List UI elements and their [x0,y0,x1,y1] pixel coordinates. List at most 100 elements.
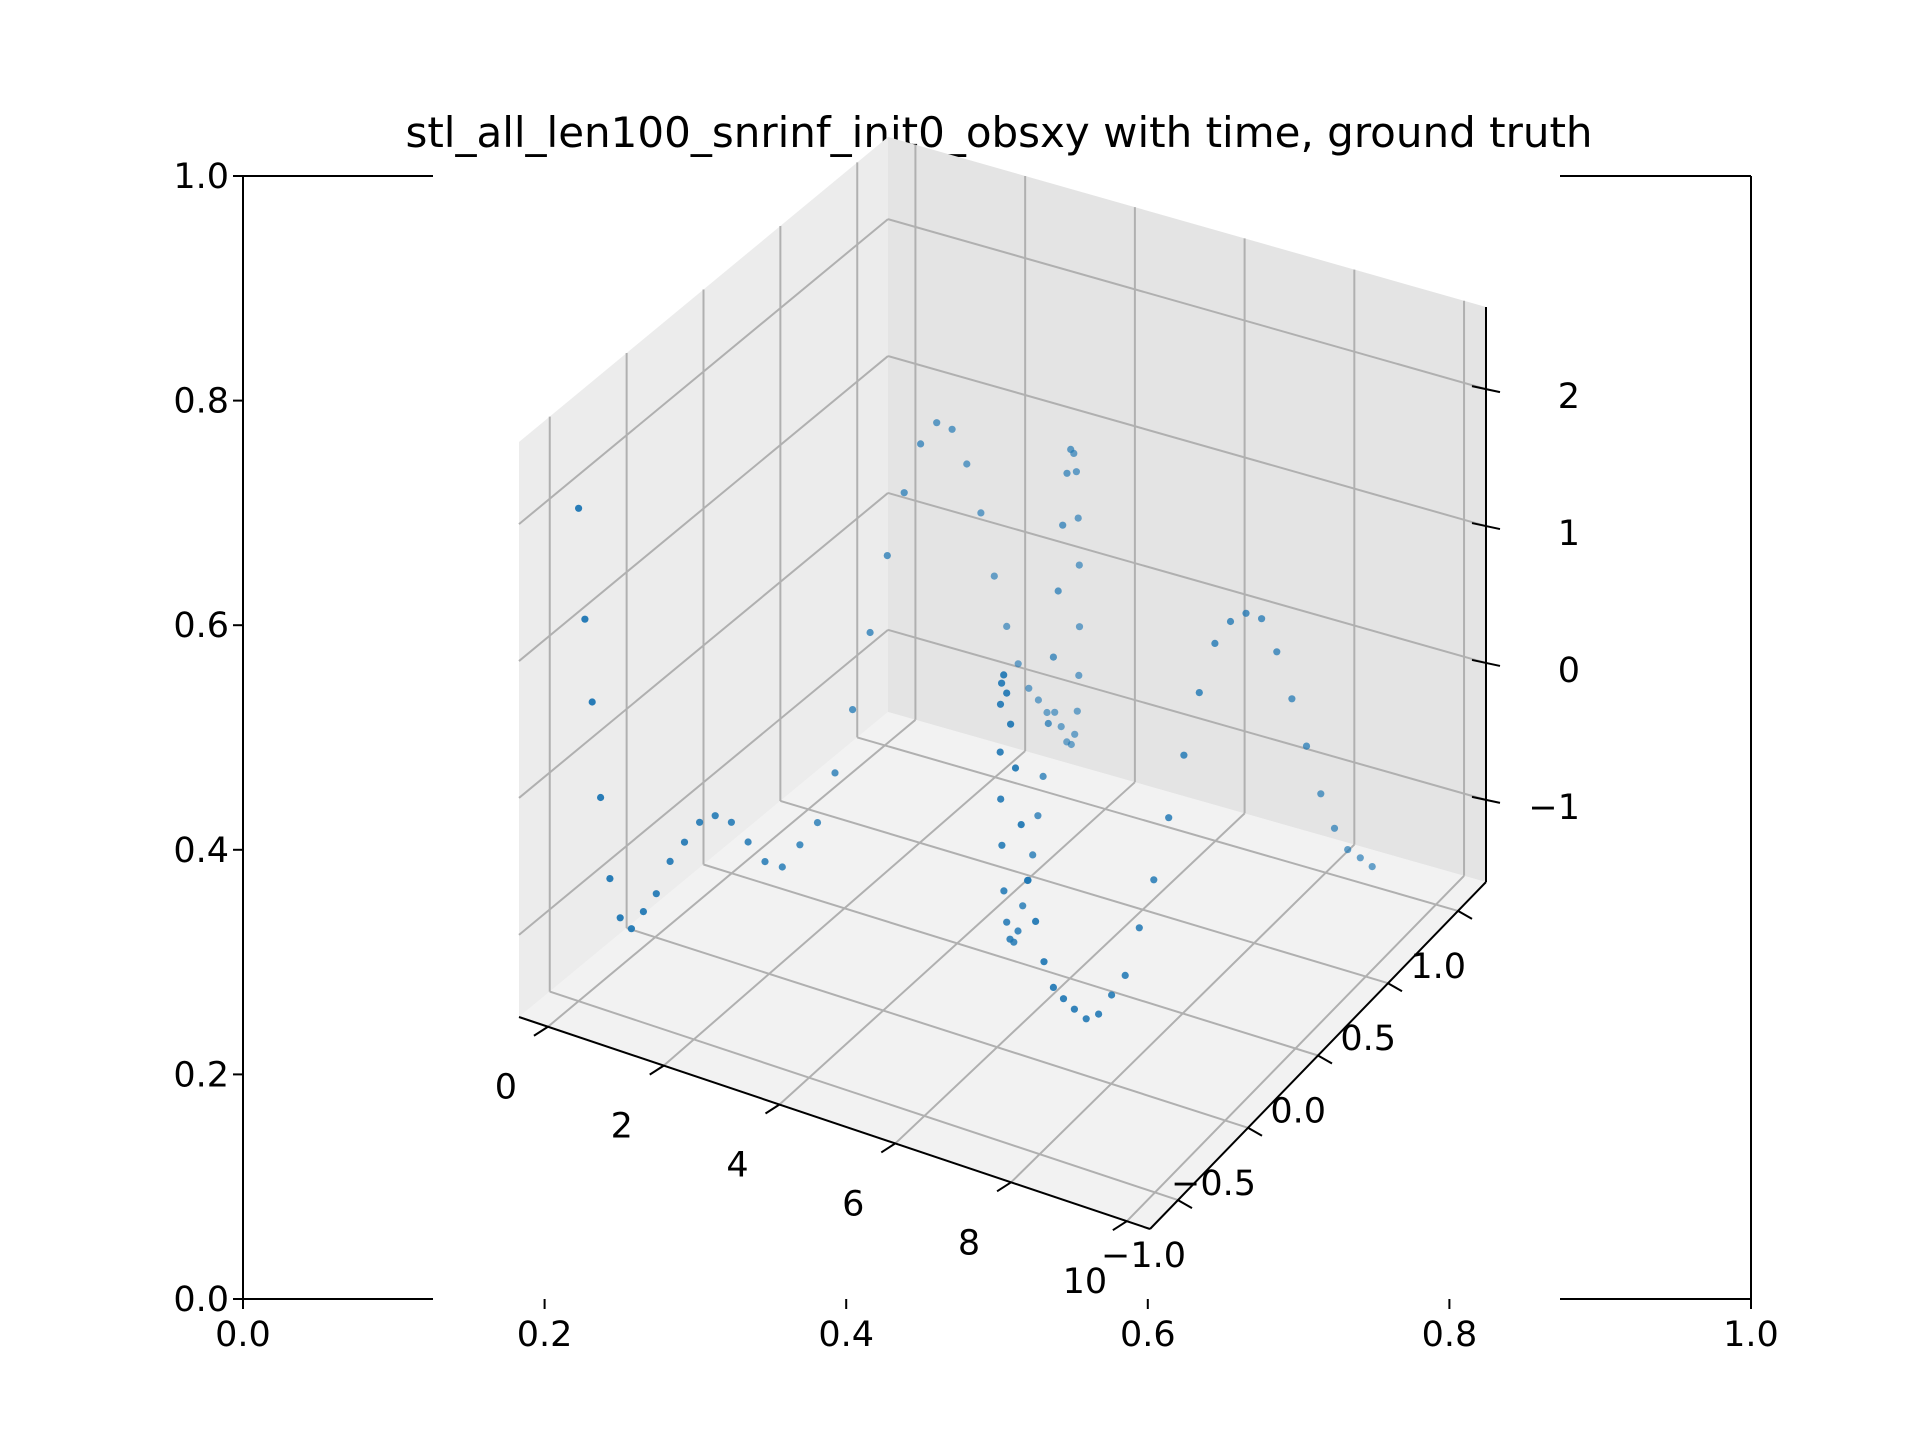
scatter-point [778,863,786,871]
x-tick-label: 2 [611,1107,633,1147]
x-tick-mark [1112,1220,1128,1232]
outer-ytick-label: 0.4 [173,831,229,871]
outer-xtick-label: 0.0 [215,1315,271,1355]
outer-ytick-label: 0.0 [173,1280,229,1320]
grid-back-z [887,218,1487,391]
3d-axes: 0 2 4 6 8 10−1.0 −0.5 0.0 0.5 1.0 −1 0 1 2 [495,307,1580,1302]
scatter-point [1011,764,1020,772]
scatter-point [1317,790,1325,798]
scatter-point [998,679,1006,687]
scatter-point [998,841,1006,849]
chart-title: stl_all_len100_snrinf_init0_obsxy with t… [405,108,1592,157]
y-tick-label: 0.0 [1270,1092,1326,1132]
outer-ytick-label: 0.6 [173,606,229,646]
z-tick-mark [1471,658,1501,667]
scatter-point [1211,639,1219,648]
outer-ytick-label: 1.0 [173,157,229,197]
scatter-point [963,460,971,468]
z-tick-label: 2 [1558,377,1580,417]
scatter-point [831,769,839,777]
scatter-point [680,838,689,846]
y-tick-mark [1317,1054,1333,1065]
grid-floor-y [549,990,1179,1202]
scatter-point [666,857,674,866]
scatter-point [1049,983,1057,992]
scatter-point [1150,876,1158,884]
grid-back-z [887,628,1487,801]
grid-floor-y [703,863,1319,1057]
z-tick-label: 1 [1558,514,1580,554]
3d-grid [518,144,1487,1222]
x-tick-mark [533,1025,549,1037]
scatter-point [1242,609,1250,617]
scatter-point [1014,927,1022,935]
x-tick-label: 0 [495,1068,517,1108]
outer-xtick-label: 0.6 [1120,1315,1176,1355]
scatter-point [1258,615,1266,623]
scatter-point [1051,708,1059,716]
grid-back-z [887,491,1487,664]
scatter-point [1024,876,1032,884]
scatter-point [606,875,614,883]
x-axis-line [518,1016,1151,1230]
y-tick-label: −0.5 [1171,1164,1256,1204]
z-tick-mark [1471,385,1501,394]
back-pane [888,137,1486,882]
scatter-point [616,914,624,922]
scatter-point [588,698,596,706]
scatter-point [977,509,985,517]
x-tick-label: 10 [1063,1262,1108,1302]
scatter-point [990,572,998,580]
scatter-point [575,504,583,512]
scatter-point [1003,622,1011,631]
scatter-point [997,795,1005,803]
scatter-point [1019,902,1027,910]
scatter-point [1070,1005,1078,1013]
scatter-point [1034,696,1042,704]
scatter-point [1007,720,1015,728]
scatter-point [917,440,925,448]
scatter-point [1073,707,1081,715]
scatter-point [1075,561,1083,569]
scatter-point [1067,740,1075,749]
scatter-point [1067,445,1075,453]
scatter-point [1165,814,1173,822]
scatter-point [1059,995,1068,1003]
grid-left-z [518,355,889,662]
x-tick-label: 6 [842,1184,864,1224]
outer-axes: 0.0 0.2 0.4 0.6 0.8 1.0 0.0 0.2 0.4 0.6 0.8 1.0 [173,157,1779,1355]
grid-left-z [518,629,889,936]
scatter-point [1121,971,1129,980]
scatter-point [711,812,719,820]
scatter-point [796,841,804,849]
grid-back-z [887,355,1487,528]
scatter-point [1000,887,1008,895]
scatter-point [1059,521,1067,529]
y-tick-label: 1.0 [1410,947,1466,987]
y-tick-mark [1387,982,1403,993]
outer-ytick-label: 0.2 [173,1055,229,1095]
y-tick-mark [1177,1199,1193,1209]
scatter-point [1039,772,1047,781]
scatter-point [933,419,941,427]
scatter-point [1054,587,1062,595]
scatter-points [575,419,1376,1023]
scatter-point [581,615,589,623]
scatter-point [1288,695,1296,703]
scatter-point [696,818,704,826]
outer-xtick-label: 0.4 [818,1315,874,1355]
scatter-point [727,818,736,826]
scatter-point [900,489,908,497]
outer-xtick-label: 0.8 [1422,1315,1478,1355]
x-tick-mark [880,1142,896,1154]
scatter-point [1049,653,1057,661]
grid-floor-y [856,736,1459,912]
outer-xtick-label: 0.2 [517,1315,573,1355]
scatter-point [1330,824,1339,832]
x-tick-label: 4 [726,1146,748,1186]
outer-ytick-label: 0.8 [173,382,229,422]
scatter-point [1095,1010,1103,1018]
z-tick-label: −1 [1528,788,1580,828]
scatter-point [1344,846,1352,854]
scatter-point [996,700,1005,708]
